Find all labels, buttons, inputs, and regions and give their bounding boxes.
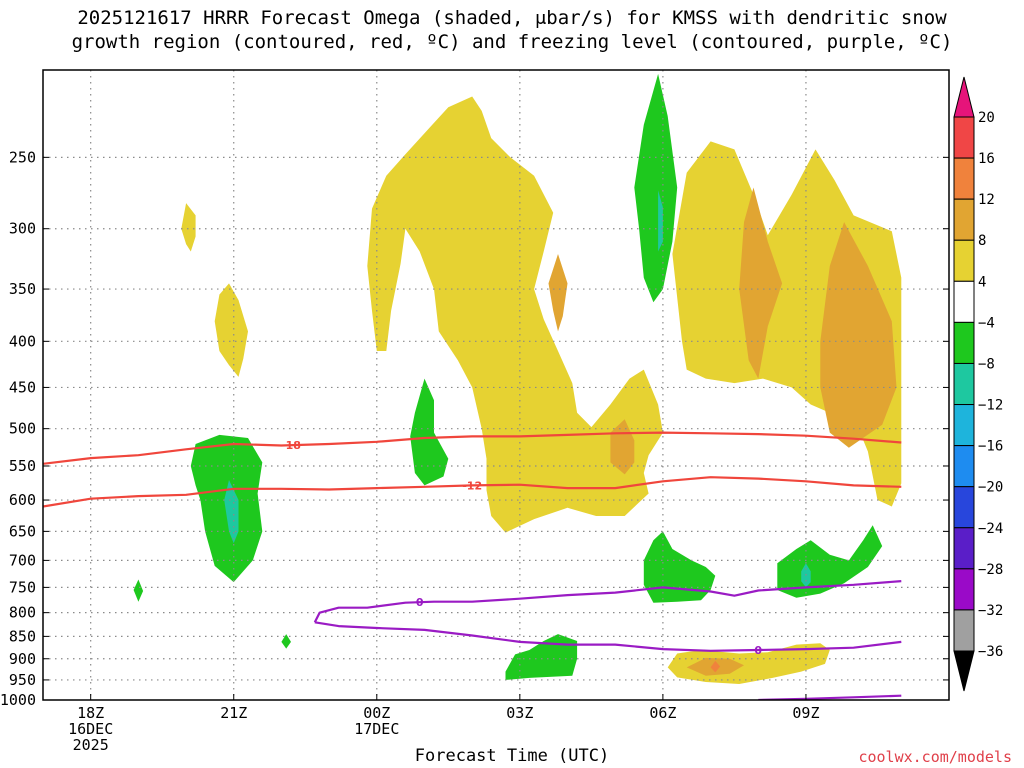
- x-axis-label: Forecast Time (UTC): [414, 746, 610, 766]
- xtick-label-1-0: 21Z: [220, 704, 247, 722]
- xtick-label-5-0: 09Z: [792, 704, 819, 722]
- colorbar: 20 16 12 8 4 −4 −8 −12 −16 −20 −24 −28 −32 −36: [953, 76, 1003, 692]
- colorbar-label-0: 20: [978, 110, 995, 126]
- freezing-level-upper-label: 0: [416, 596, 424, 609]
- dgz-minus18-label: -18: [281, 439, 301, 452]
- colorbar-label-2: 12: [978, 192, 995, 208]
- ytick-label-650: 650: [9, 522, 36, 540]
- ytick-label-250: 250: [9, 148, 36, 166]
- xtick-label-0-2: 2025: [73, 736, 109, 754]
- colorbar-swatch-9: [953, 486, 975, 529]
- omega-area-18: [505, 634, 578, 680]
- colorbar-label-11: −28: [978, 562, 1003, 578]
- xtick-label-3-0: 03Z: [506, 704, 533, 722]
- credit-link[interactable]: coolwx.com/models: [858, 748, 1012, 766]
- chart-title-line-1: 2025121617 HRRR Forecast Omega (shaded, …: [77, 7, 947, 29]
- dgz-minus12-line: [43, 476, 902, 508]
- colorbar-label-12: −32: [978, 603, 1003, 619]
- ytick-label-450: 450: [9, 378, 36, 396]
- colorbar-label-4: 4: [978, 274, 986, 290]
- ytick-label-300: 300: [9, 220, 36, 238]
- xtick-label-4-0: 06Z: [649, 704, 676, 722]
- colorbar-label-1: 16: [978, 151, 995, 167]
- ytick-label-400: 400: [9, 332, 36, 350]
- freezing-level-lower-label: 0: [754, 644, 762, 657]
- ytick-label-850: 850: [9, 627, 36, 645]
- omega-area-19: [643, 531, 716, 603]
- y-axis: 250 300 350 400 450 500 550 600 650 700 750 800 850 9…: [0, 148, 949, 709]
- plot-frame: [42, 69, 950, 701]
- xtick-label-2-1: 17DEC: [354, 720, 399, 738]
- omega-shading-layer: [133, 73, 902, 684]
- ytick-label-1000: 1000: [0, 691, 36, 709]
- colorbar-label-8: −16: [978, 439, 1003, 455]
- omega-area-4: [739, 187, 783, 379]
- ytick-label-500: 500: [9, 420, 36, 438]
- colorbar-swatch-1: [953, 157, 975, 200]
- ytick-label-700: 700: [9, 551, 36, 569]
- dgz-minus12-label: -12: [462, 479, 482, 492]
- colorbar-label-9: −20: [978, 480, 1003, 496]
- xtick-label-2-0: 00Z: [363, 704, 390, 722]
- chart-title: 2025121617 HRRR Forecast Omega (shaded, …: [0, 6, 1024, 54]
- omega-area-12: [658, 190, 663, 252]
- grid-layer: [43, 70, 949, 700]
- omega-area-7: [214, 283, 248, 377]
- colorbar-swatch-10: [953, 527, 975, 570]
- omega-area-15: [224, 480, 239, 544]
- omega-area-13: [410, 378, 449, 486]
- colorbar-swatch-8: [953, 445, 975, 488]
- omega-area-5: [820, 222, 897, 448]
- colorbar-swatch-3: [953, 239, 975, 282]
- colorbar-swatch-0: [953, 116, 975, 159]
- freezing-level-upper-line: [313, 580, 902, 623]
- colorbar-top-arrow: [953, 76, 975, 118]
- colorbar-swatch-4: [953, 280, 975, 323]
- colorbar-label-10: −24: [978, 521, 1003, 537]
- omega-area-10: [710, 660, 721, 673]
- omega-area-11: [634, 73, 678, 303]
- ytick-label-550: 550: [9, 457, 36, 475]
- colorbar-swatch-11: [953, 568, 975, 611]
- freezing-level-lower-line: [314, 621, 902, 652]
- xtick-label-0-1: 16DEC: [68, 720, 113, 738]
- omega-area-17: [281, 634, 291, 649]
- colorbar-swatch-6: [953, 362, 975, 406]
- colorbar-swatch-12: [953, 609, 975, 652]
- omega-area-1: [548, 254, 568, 332]
- ytick-label-600: 600: [9, 491, 36, 509]
- omega-area-6: [181, 203, 196, 252]
- ytick-label-350: 350: [9, 280, 36, 298]
- colorbar-label-5: −4: [978, 315, 995, 331]
- chart-title-line-2: growth region (contoured, red, ºC) and f…: [71, 31, 953, 53]
- colorbar-label-7: −12: [978, 398, 1003, 414]
- omega-area-16: [133, 579, 144, 602]
- colorbar-label-13: −36: [978, 644, 1003, 660]
- colorbar-label-6: −8: [978, 356, 995, 372]
- colorbar-bottom-arrow: [953, 650, 975, 692]
- colorbar-swatch-2: [953, 198, 975, 241]
- ytick-label-800: 800: [9, 604, 36, 622]
- ytick-label-950: 950: [9, 671, 36, 689]
- colorbar-swatch-7: [953, 404, 975, 447]
- colorbar-swatch-5: [953, 321, 975, 364]
- ytick-label-750: 750: [9, 578, 36, 596]
- dgz-minus18-line: [43, 431, 902, 465]
- xtick-label-0-0: 18Z: [77, 704, 104, 722]
- colorbar-label-3: 8: [978, 233, 986, 249]
- ytick-label-900: 900: [9, 650, 36, 668]
- omega-area-0: [367, 96, 663, 533]
